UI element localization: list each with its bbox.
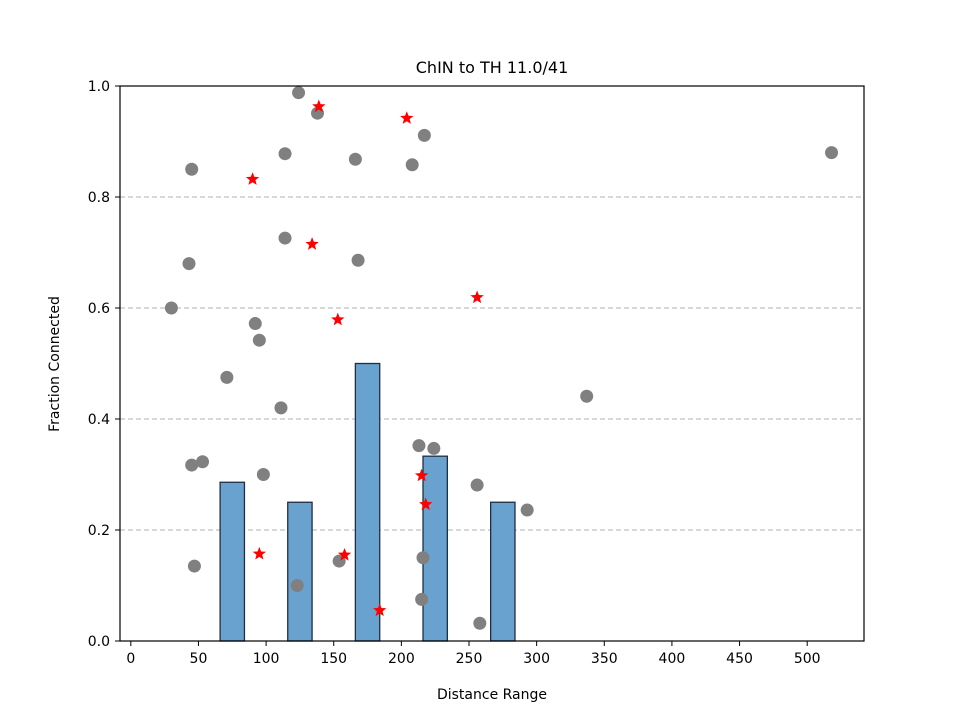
scatter-series (164, 86, 839, 630)
circle-point (185, 458, 199, 472)
x-tick-label: 500 (794, 651, 821, 667)
y-tick-label: 0.4 (88, 412, 110, 428)
y-tick-label: 0.0 (88, 634, 110, 650)
circle-point (292, 86, 306, 100)
bar (219, 481, 246, 642)
circle-point (187, 559, 201, 573)
bar (489, 501, 516, 642)
x-tick-label: 150 (320, 651, 347, 667)
y-axis-label: Fraction Connected (47, 296, 63, 432)
x-tick-label: 450 (726, 651, 753, 667)
x-tick-label: 300 (523, 651, 550, 667)
star-point (305, 237, 319, 250)
star-point (470, 290, 484, 304)
circle-point (274, 401, 288, 415)
bar (422, 455, 449, 642)
star-point (245, 172, 260, 185)
y-tick-label: 0.2 (88, 523, 110, 539)
circle-point (196, 455, 210, 469)
circle-point (412, 439, 426, 453)
circle-point (470, 478, 484, 492)
star-point (415, 468, 429, 482)
star-point (400, 111, 414, 124)
x-tick-label: 350 (591, 651, 618, 667)
x-tick-label: 400 (659, 651, 686, 667)
x-tick-label: 250 (456, 651, 483, 667)
circle-point (351, 253, 365, 267)
circle-point (427, 441, 441, 455)
circle-point (256, 468, 270, 481)
circle-point (278, 147, 292, 161)
plot-frame (119, 85, 865, 642)
circle-point (348, 152, 362, 166)
circle-point (415, 592, 429, 606)
circle-point (417, 128, 431, 142)
star-point (331, 312, 345, 326)
star-point (337, 547, 352, 561)
circle-point (580, 389, 594, 403)
circle-point (220, 370, 234, 384)
circle-point (473, 616, 487, 630)
y-tick-label: 0.8 (88, 190, 110, 206)
circle-point (252, 333, 266, 347)
bar (287, 501, 313, 642)
star-point (419, 497, 433, 511)
circle-point (185, 162, 199, 176)
star-point (252, 546, 266, 560)
circle-point (278, 231, 292, 245)
x-tick-label: 50 (190, 651, 208, 667)
circle-point (290, 579, 304, 592)
circle-point (520, 503, 534, 517)
circle-point (164, 301, 178, 315)
circle-point (825, 146, 839, 160)
x-axis: 0 50 100 150 200 250 300 350 400 450 500 (126, 641, 821, 667)
x-tick-label: 100 (253, 651, 280, 667)
circle-point (248, 317, 262, 331)
circle-point (416, 551, 430, 565)
y-tick-label: 1.0 (88, 79, 110, 95)
x-axis-label: Distance Range (437, 687, 547, 703)
x-tick-label: 0 (126, 651, 135, 667)
star-point (373, 603, 387, 617)
x-tick-label: 200 (388, 651, 415, 667)
bar (354, 362, 381, 642)
y-tick-label: 0.6 (88, 301, 110, 317)
circle-point (405, 158, 419, 172)
y-axis: 0.0 0.2 0.4 0.6 0.8 1.0 (88, 79, 120, 650)
circle-point (182, 257, 196, 271)
chart-title: ChIN to TH 11.0/41 (416, 58, 569, 77)
star-point (312, 99, 326, 113)
